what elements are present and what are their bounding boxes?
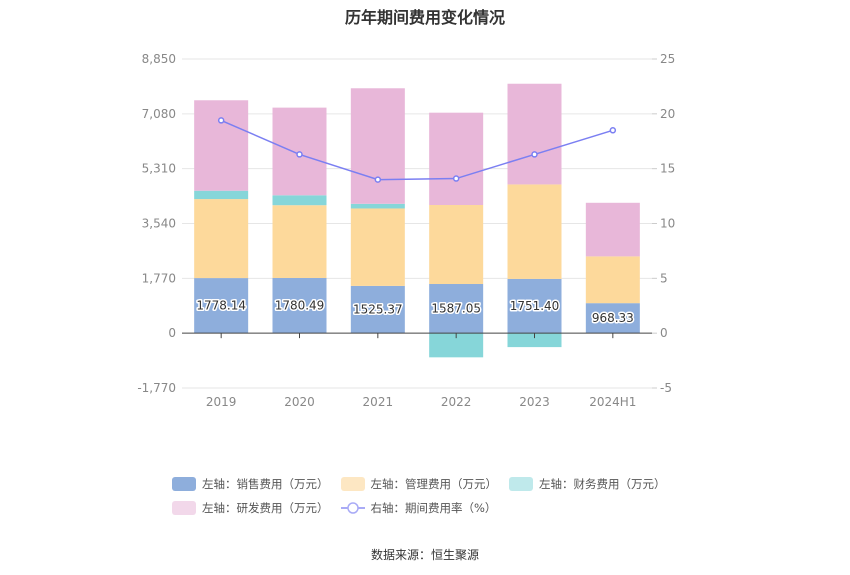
y-right-tick-label: 25 (660, 52, 675, 66)
x-tick-label: 2020 (284, 395, 315, 409)
x-tick-label: 2022 (441, 395, 472, 409)
y-right-tick-label: -5 (660, 381, 672, 395)
bar-segment (507, 278, 562, 334)
legend-item-sales[interactable]: 左轴：销售费用（万元） (172, 476, 329, 492)
x-tick-label: 2019 (206, 395, 237, 409)
rate-point (531, 151, 538, 158)
y-right-tick-label: 0 (660, 326, 668, 340)
bar-segment (194, 190, 249, 200)
bar-segment (429, 112, 484, 206)
legend-swatch-finance (509, 477, 533, 491)
legend-swatch-admin (340, 477, 365, 491)
legend-item-admin[interactable]: 左轴：管理费用（万元） (340, 476, 498, 492)
bar-segment (194, 199, 249, 279)
bar-layer (194, 83, 640, 358)
data-label: 968.33 (592, 311, 634, 325)
legend-label-rate: 右轴：期间费用率（%） (370, 501, 497, 515)
rate-point (452, 175, 460, 182)
legend-swatch-rnd (172, 501, 196, 515)
line-layer (217, 117, 617, 183)
data-label: 1780.49 (275, 299, 325, 313)
bar-segment (507, 184, 562, 279)
bar-segment (194, 278, 249, 334)
bar-segment (429, 284, 484, 334)
y-left-tick-label: 8,850 (142, 52, 176, 66)
legend-swatch-sales (172, 477, 196, 491)
legend-swatch-rate (340, 502, 365, 514)
legend: 左轴：销售费用（万元） 左轴：管理费用（万元） 左轴：财务费用（万元） 左轴：研… (172, 472, 692, 520)
bar-segment (350, 285, 405, 334)
x-tick-label: 2021 (363, 395, 394, 409)
bar-segment (272, 278, 327, 334)
legend-item-rnd[interactable]: 左轴：研发费用（万元） (172, 500, 329, 516)
bar-segment (350, 88, 405, 204)
data-label: 1525.37 (353, 303, 403, 317)
bar-segment (272, 195, 327, 206)
bar-segment (194, 100, 249, 191)
legend-row: 左轴：销售费用（万元） 左轴：管理费用（万元） 左轴：财务费用（万元） (172, 472, 692, 496)
legend-item-finance[interactable]: 左轴：财务费用（万元） (509, 476, 666, 492)
rate-line (220, 119, 614, 181)
bar-segment (585, 202, 640, 257)
axis-layer: 8,850 7,080 5,310 3,540 1,770 0 -1,770 25 20 15 10… (137, 52, 675, 409)
bar-segment (507, 83, 562, 185)
y-right-tick-label: 20 (660, 107, 675, 121)
data-label: 1778.14 (196, 299, 246, 313)
label-layer: 1778.14 1780.49 1525.37 1587.05 1751.40 968.3… (195, 297, 635, 327)
source-note: 数据来源：恒生聚源 (370, 548, 479, 562)
bar-segment (429, 205, 484, 285)
data-label: 1587.05 (431, 302, 481, 316)
legend-label-sales: 左轴：销售费用（万元） (202, 477, 329, 491)
rate-point (609, 127, 617, 134)
y-right-tick-label: 10 (660, 217, 675, 231)
chart-title: 历年期间费用变化情况 (344, 8, 505, 27)
y-left-tick-label: 5,310 (142, 162, 176, 176)
rate-point (217, 117, 225, 124)
bar-segment (272, 205, 327, 279)
bar-segment (350, 208, 405, 286)
legend-row: 左轴：研发费用（万元） 右轴：期间费用率（%） (172, 496, 692, 520)
data-label: 1751.40 (510, 299, 560, 313)
bar-segment (585, 303, 640, 334)
rate-point (374, 176, 382, 183)
legend-item-rate[interactable]: 右轴：期间费用率（%） (340, 500, 497, 516)
x-tick-label: 2024H1 (589, 395, 636, 409)
x-tick-label: 2023 (519, 395, 550, 409)
y-left-tick-label: 0 (168, 326, 176, 340)
y-left-tick-label: 3,540 (142, 217, 176, 231)
rate-point (296, 151, 303, 158)
legend-label-admin: 左轴：管理费用（万元） (370, 477, 498, 491)
bar-segment (350, 203, 405, 209)
legend-label-rnd: 左轴：研发费用（万元） (202, 501, 329, 515)
y-left-tick-label: 1,770 (142, 271, 176, 285)
bar-segment (507, 333, 562, 348)
y-right-tick-label: 15 (660, 162, 675, 176)
bar-segment (585, 256, 640, 304)
grid-layer (182, 58, 652, 389)
y-left-tick-label: 7,080 (142, 107, 176, 121)
y-left-tick-label: -1,770 (137, 381, 176, 395)
legend-label-finance: 左轴：财务费用（万元） (539, 477, 666, 491)
y-right-tick-label: 5 (660, 271, 668, 285)
